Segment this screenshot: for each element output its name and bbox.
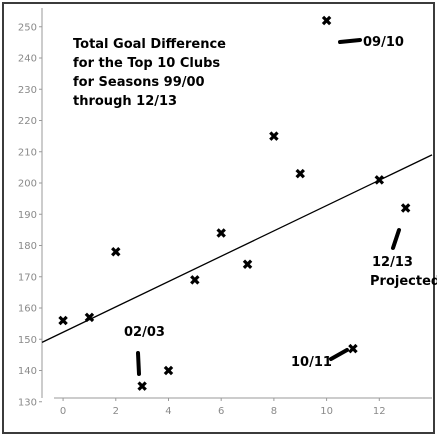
x-tick-label: 12 bbox=[373, 406, 386, 417]
marker-stroke bbox=[163, 365, 174, 376]
callout-0203 bbox=[136, 351, 141, 376]
chart-frame: 130 140 150 160 170 180 190 200 210 220 230 240 250 … bbox=[2, 2, 437, 434]
x-tick-label: 4 bbox=[165, 406, 171, 417]
y-tick-label: 170 bbox=[18, 272, 37, 283]
data-point-marker bbox=[216, 228, 226, 238]
marker-stroke bbox=[242, 259, 253, 269]
y-tick-label: 250 bbox=[18, 22, 37, 33]
marker-stroke bbox=[190, 275, 200, 285]
marker-stroke bbox=[348, 343, 358, 354]
title-line-2: for the Top 10 Clubs bbox=[73, 56, 220, 71]
marker-stroke bbox=[84, 312, 95, 323]
data-point-marker bbox=[400, 203, 411, 213]
data-point-marker bbox=[111, 247, 121, 257]
data-point-marker bbox=[58, 315, 68, 326]
callout-0910 bbox=[338, 38, 362, 44]
callout-1213 bbox=[391, 228, 401, 250]
y-tick-label: 140 bbox=[18, 366, 37, 377]
annotations: 09/10 02/03 10/11 12/13 Projected bbox=[124, 35, 437, 376]
trend-line bbox=[41, 154, 433, 343]
data-point-marker bbox=[348, 343, 358, 354]
data-point-marker bbox=[242, 259, 253, 269]
marker-stroke bbox=[374, 175, 385, 185]
x-tick-label: 8 bbox=[271, 406, 277, 417]
scatter-chart: 130140150160170180190200210220230240250 … bbox=[18, 8, 437, 417]
x-tick-label: 10 bbox=[320, 406, 333, 417]
y-tick-label: 230 bbox=[18, 85, 37, 96]
data-point-marker bbox=[84, 312, 95, 323]
y-tick-label: 180 bbox=[18, 241, 37, 252]
annotation-0203: 02/03 bbox=[124, 325, 165, 340]
marker-stroke bbox=[58, 315, 68, 326]
y-tick-label: 160 bbox=[18, 304, 37, 315]
annotation-1213: 12/13 bbox=[372, 255, 413, 270]
marker-stroke bbox=[269, 131, 279, 141]
marker-stroke bbox=[295, 168, 305, 179]
marker-stroke bbox=[111, 247, 121, 257]
x-tick-label: 0 bbox=[60, 406, 66, 417]
y-ticks: 130 140 150 160 170 180 190 200 210 220 230 240 250 bbox=[18, 22, 42, 408]
data-point-marker bbox=[163, 365, 174, 376]
data-point-marker bbox=[321, 15, 332, 26]
x-tick-label: 2 bbox=[113, 406, 119, 417]
marker-stroke bbox=[216, 228, 226, 238]
marker-stroke bbox=[400, 203, 411, 213]
chart-title: Total Goal Difference for the Top 10 Clu… bbox=[73, 37, 226, 109]
callout-1011 bbox=[329, 348, 349, 361]
y-tick-label: 190 bbox=[18, 210, 37, 221]
title-line-3: for Seasons 99/00 bbox=[73, 75, 205, 90]
y-tick-label: 130 bbox=[18, 397, 37, 408]
y-tick-label: 150 bbox=[18, 335, 37, 346]
y-tick-label: 210 bbox=[18, 147, 37, 158]
axes bbox=[41, 8, 432, 399]
annotation-projected: Projected bbox=[370, 274, 437, 289]
title-line-4: through 12/13 bbox=[73, 94, 177, 109]
x-ticks: 0 2 4 6 8 10 12 bbox=[60, 398, 386, 417]
annotation-1011: 10/11 bbox=[291, 355, 332, 370]
data-point-marker bbox=[295, 168, 305, 179]
y-tick-label: 240 bbox=[18, 54, 37, 65]
x-tick-label: 6 bbox=[218, 406, 224, 417]
data-point-marker bbox=[374, 175, 385, 185]
data-point-marker bbox=[137, 381, 147, 391]
data-points bbox=[58, 15, 411, 391]
data-point-marker bbox=[269, 131, 279, 141]
marker-stroke bbox=[137, 381, 147, 391]
y-tick-label: 200 bbox=[18, 179, 37, 190]
title-line-1: Total Goal Difference bbox=[73, 37, 226, 52]
marker-stroke bbox=[321, 15, 332, 26]
y-tick-label: 220 bbox=[18, 116, 37, 127]
annotation-0910: 09/10 bbox=[363, 35, 404, 50]
data-point-marker bbox=[190, 275, 200, 285]
